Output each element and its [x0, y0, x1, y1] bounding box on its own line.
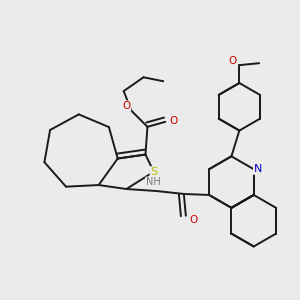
- Text: O: O: [228, 56, 236, 66]
- Text: O: O: [169, 116, 177, 126]
- Text: O: O: [122, 101, 131, 111]
- Text: S: S: [150, 167, 157, 177]
- Text: O: O: [190, 215, 198, 225]
- Text: N: N: [254, 164, 262, 174]
- Text: NH: NH: [146, 177, 160, 187]
